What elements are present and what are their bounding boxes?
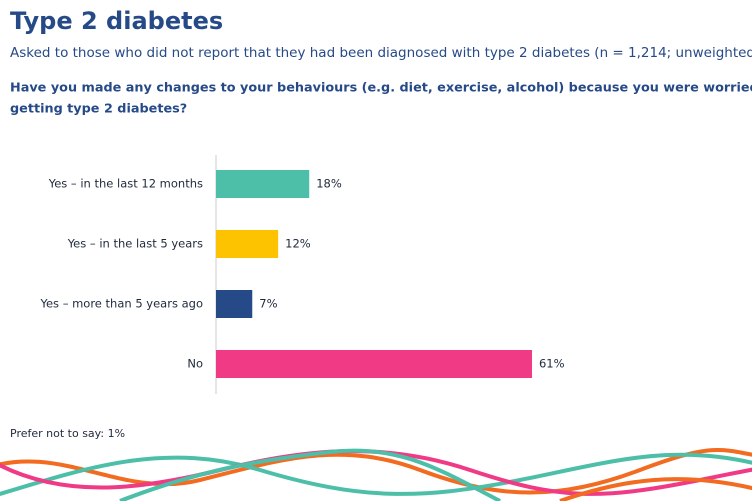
value-label: 12%: [285, 237, 311, 251]
decorative-waves: [0, 448, 752, 501]
footnote: Prefer not to say: 1%: [10, 427, 125, 440]
category-label: Yes – in the last 12 months: [48, 177, 203, 191]
category-label: Yes – more than 5 years ago: [39, 297, 203, 311]
title: Type 2 diabetes: [10, 7, 223, 35]
category-label: Yes – in the last 5 years: [67, 237, 203, 251]
bar: [216, 350, 532, 378]
question-line: Have you made any changes to your behavi…: [10, 81, 752, 96]
question-line: getting type 2 diabetes?: [10, 102, 187, 117]
value-label: 7%: [259, 297, 277, 311]
bar: [216, 170, 310, 198]
subtitle: Asked to those who did not report that t…: [10, 45, 752, 61]
value-label: 18%: [316, 177, 342, 191]
bar: [216, 290, 253, 318]
value-label: 61%: [539, 357, 565, 371]
bar: [216, 230, 279, 258]
category-label: No: [187, 357, 203, 371]
